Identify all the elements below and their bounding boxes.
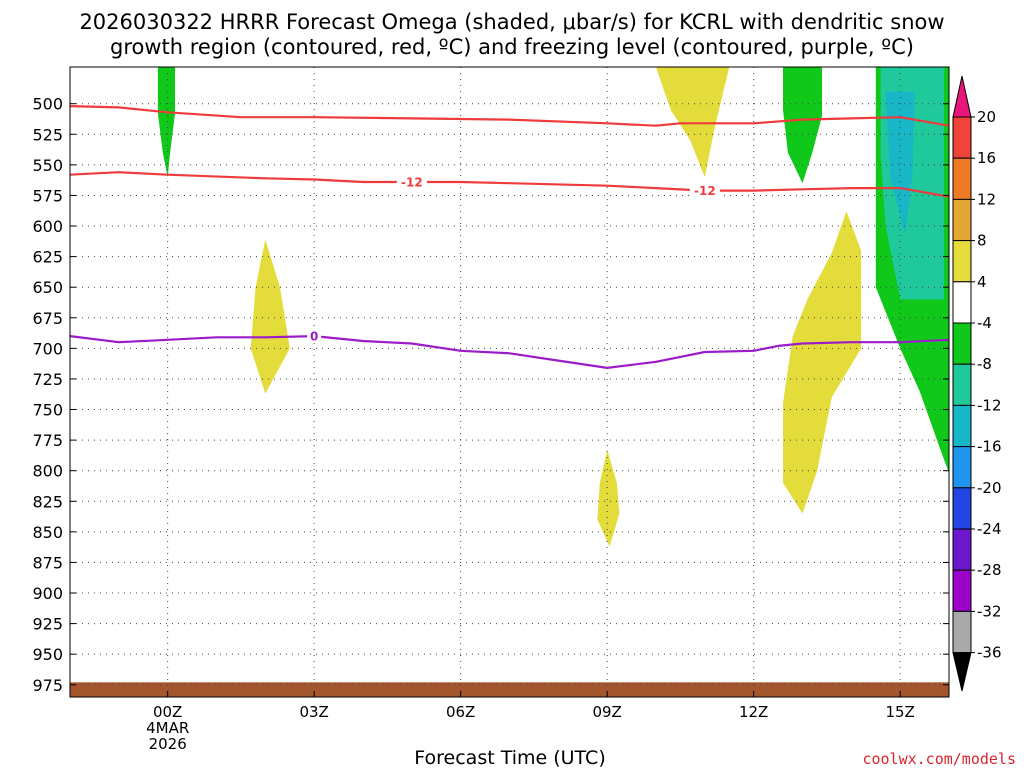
surface-terrain xyxy=(70,682,949,697)
plot-frame xyxy=(69,66,950,698)
x-tick-label-03Z: 03Z xyxy=(299,703,328,721)
y-tick-label-650: 650 xyxy=(32,278,63,297)
colorbar-label--32: -32 xyxy=(977,602,1002,620)
shade-omega-pos4-09z xyxy=(597,449,620,547)
chart-title-line-1: 2026030322 HRRR Forecast Omega (shaded, … xyxy=(79,10,944,34)
colorbar-box-7 xyxy=(952,363,972,406)
shade-omega-neg8-0z xyxy=(157,67,175,178)
shade-omega-pos4-11z xyxy=(656,67,730,178)
colorbar-box-13 xyxy=(952,610,972,654)
colorbar-box-11 xyxy=(952,528,972,571)
colorbar-label-8: 8 xyxy=(977,232,987,250)
y-tick-label-975: 975 xyxy=(32,676,63,695)
x-tick-sublabel-2026: 2026 xyxy=(149,735,187,753)
colorbar-label--12: -12 xyxy=(977,396,1002,414)
contour-dgz-upper xyxy=(70,105,949,127)
chart-title-line-2: growth region (contoured, red, ºC) and f… xyxy=(110,35,914,59)
colorbar-box-10 xyxy=(952,487,972,530)
colorbar-box-9 xyxy=(952,446,972,489)
y-axis: 500 525 550 575 600 625 650 675 700 725 750 775 800 8… xyxy=(32,95,949,695)
y-tick-label-850: 850 xyxy=(32,523,63,542)
x-tick-label-15Z: 15Z xyxy=(885,703,914,721)
colorbar-box-3 xyxy=(952,198,972,242)
y-tick-label-675: 675 xyxy=(32,309,63,328)
omega-shading xyxy=(70,67,949,697)
y-tick-label-750: 750 xyxy=(32,401,63,420)
colorbar-label--24: -24 xyxy=(977,520,1002,538)
contour-label-freezing-level-0: 0 xyxy=(310,330,318,344)
colorbar-label--28: -28 xyxy=(977,561,1002,579)
x-tick-label-06Z: 06Z xyxy=(446,703,475,721)
x-tick-label-09Z: 09Z xyxy=(592,703,621,721)
y-tick-label-625: 625 xyxy=(32,248,63,267)
x-axis-label: Forecast Time (UTC) xyxy=(414,747,605,768)
y-tick-label-550: 550 xyxy=(32,156,63,175)
colorbar: 20 16 12 8 4 -4 -8 -12 -16 -20 -24 -28 -32 -36 xyxy=(952,75,1002,692)
contour-label-bg-dgz-lower-0 xyxy=(396,174,427,189)
colorbar-label-12: 12 xyxy=(977,190,996,208)
colorbar-box-4 xyxy=(952,240,972,283)
contour-freezing-level xyxy=(70,335,949,369)
colorbar-box-5 xyxy=(952,281,972,324)
colorbar-label-16: 16 xyxy=(977,149,996,167)
plot-area: -12 -12 0 xyxy=(69,66,950,698)
y-tick-label-925: 925 xyxy=(32,615,63,634)
shade-omega-neg8-13z xyxy=(783,67,822,184)
colorbar-cap-bottom xyxy=(952,652,972,692)
y-tick-label-800: 800 xyxy=(32,462,63,481)
credit-text: coolwx.com/models xyxy=(862,750,1016,768)
colorbar-label--36: -36 xyxy=(977,644,1002,662)
y-tick-label-775: 775 xyxy=(32,431,63,450)
colorbar-label--8: -8 xyxy=(977,355,992,373)
colorbar-label-4: 4 xyxy=(977,273,987,291)
shade-omega-pos4-02z xyxy=(250,239,290,394)
x-tick-label-12Z: 12Z xyxy=(739,703,768,721)
colorbar-box-1 xyxy=(952,116,972,159)
colorbar-box-12 xyxy=(952,569,972,612)
y-tick-label-825: 825 xyxy=(32,492,63,511)
y-tick-label-875: 875 xyxy=(32,553,63,572)
contour-label-dgz-lower-1: -12 xyxy=(694,184,716,198)
y-tick-label-500: 500 xyxy=(32,95,63,114)
colorbar-box-2 xyxy=(952,157,972,200)
y-tick-label-725: 725 xyxy=(32,370,63,389)
y-tick-label-700: 700 xyxy=(32,339,63,358)
contour-label-bg-freezing-level-0 xyxy=(307,329,322,344)
y-tick-label-900: 900 xyxy=(32,584,63,603)
shade-omega-pos4-13z xyxy=(783,211,862,514)
colorbar-label--20: -20 xyxy=(977,479,1002,497)
colorbar-cap-top xyxy=(952,75,972,118)
colorbar-label-20: 20 xyxy=(977,108,996,126)
x-tick-label-00Z: 00Z xyxy=(153,703,182,721)
contour-label-dgz-lower-0: -12 xyxy=(401,175,423,189)
contour-dgz-lower xyxy=(70,171,949,198)
colorbar-box-6 xyxy=(952,322,972,365)
y-tick-label-575: 575 xyxy=(32,186,63,205)
gridlines xyxy=(70,67,949,697)
x-tick-sublabel-4MAR: 4MAR xyxy=(146,719,189,737)
y-tick-label-525: 525 xyxy=(32,125,63,144)
y-tick-label-950: 950 xyxy=(32,645,63,664)
contour-label-bg-dgz-lower-1 xyxy=(689,183,720,198)
contours: -12 -12 0 xyxy=(70,105,949,369)
colorbar-label--16: -16 xyxy=(977,438,1002,456)
y-tick-label-600: 600 xyxy=(32,217,63,236)
colorbar-box-8 xyxy=(952,404,972,448)
colorbar-label--4: -4 xyxy=(977,314,992,332)
